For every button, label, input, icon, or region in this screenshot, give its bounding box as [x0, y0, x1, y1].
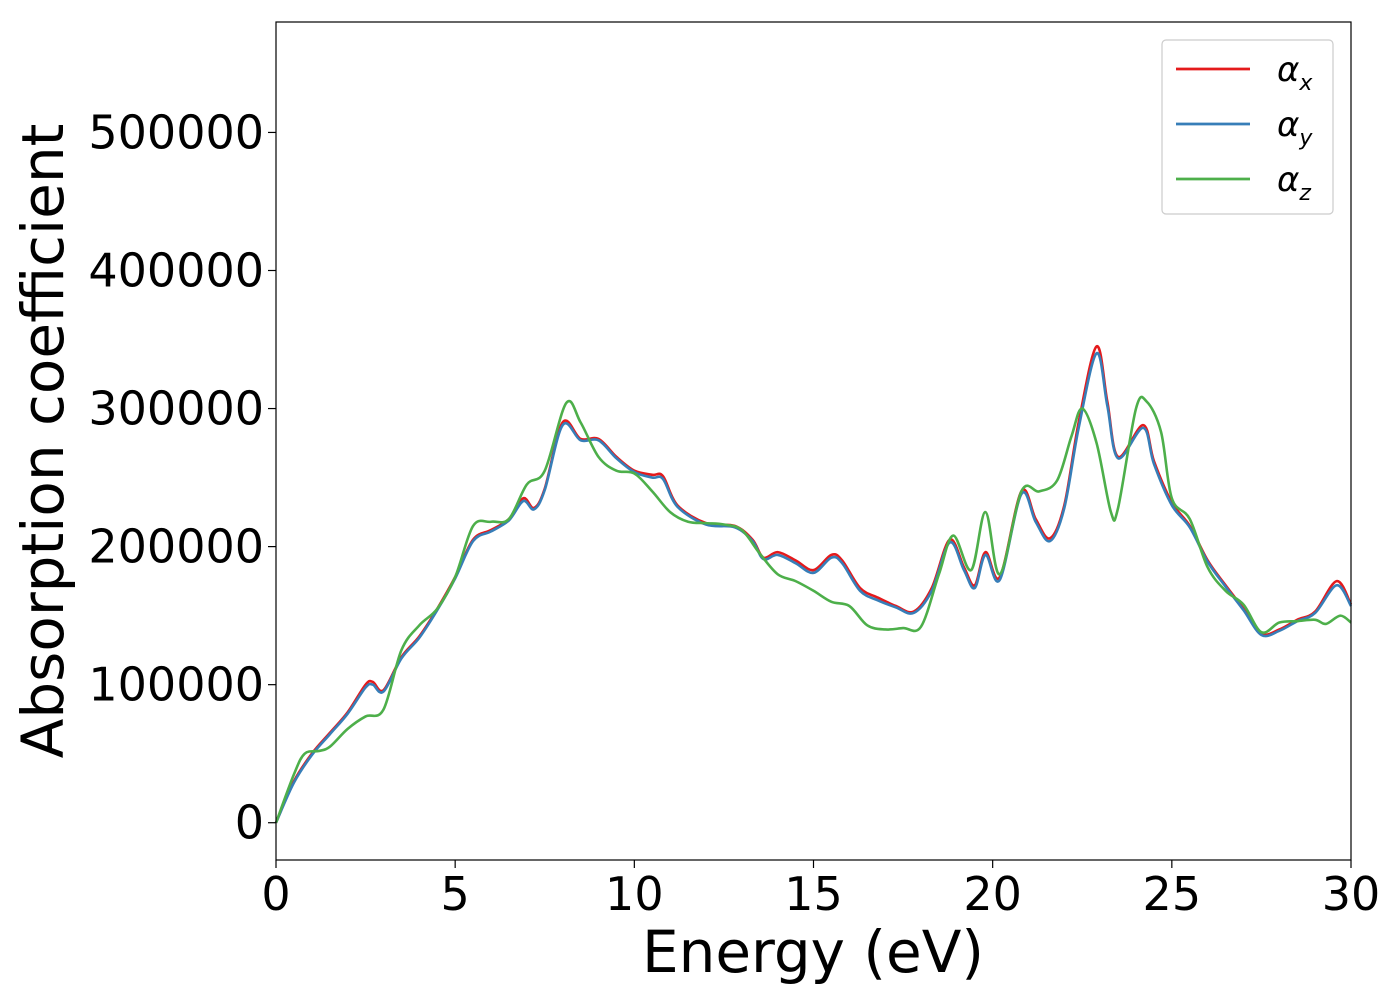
y-axis-title: Absorption coefficient — [9, 124, 77, 759]
x-tick-label: 25 — [1143, 867, 1202, 921]
y-axis-ticks: 0 100000 200000 300000 400000 500000 — [88, 105, 276, 850]
x-tick-label: 30 — [1322, 867, 1381, 921]
series-line-z — [274, 395, 1352, 824]
legend-label-y: αy — [1277, 105, 1313, 151]
x-tick-label: 0 — [261, 867, 290, 921]
y-tick-label: 0 — [235, 796, 264, 850]
x-tick-label: 5 — [441, 867, 470, 921]
legend: αx αy αz — [1161, 39, 1334, 215]
x-tick-label: 15 — [784, 867, 843, 921]
y-tick-label: 100000 — [88, 658, 264, 712]
x-tick-label: 20 — [963, 867, 1022, 921]
x-tick-label: 10 — [605, 867, 664, 921]
y-tick-label: 500000 — [88, 105, 264, 159]
y-tick-label: 400000 — [88, 244, 264, 298]
y-tick-label: 300000 — [88, 382, 264, 436]
series-lines — [274, 345, 1353, 824]
y-tick-label: 200000 — [88, 520, 264, 574]
legend-label-x: αx — [1277, 50, 1313, 96]
legend-label-z: αz — [1277, 160, 1311, 206]
legend-frame — [1161, 39, 1334, 215]
x-axis-title: Energy (eV) — [642, 918, 984, 986]
x-axis-ticks: 0 5 10 15 20 25 30 — [261, 860, 1380, 921]
